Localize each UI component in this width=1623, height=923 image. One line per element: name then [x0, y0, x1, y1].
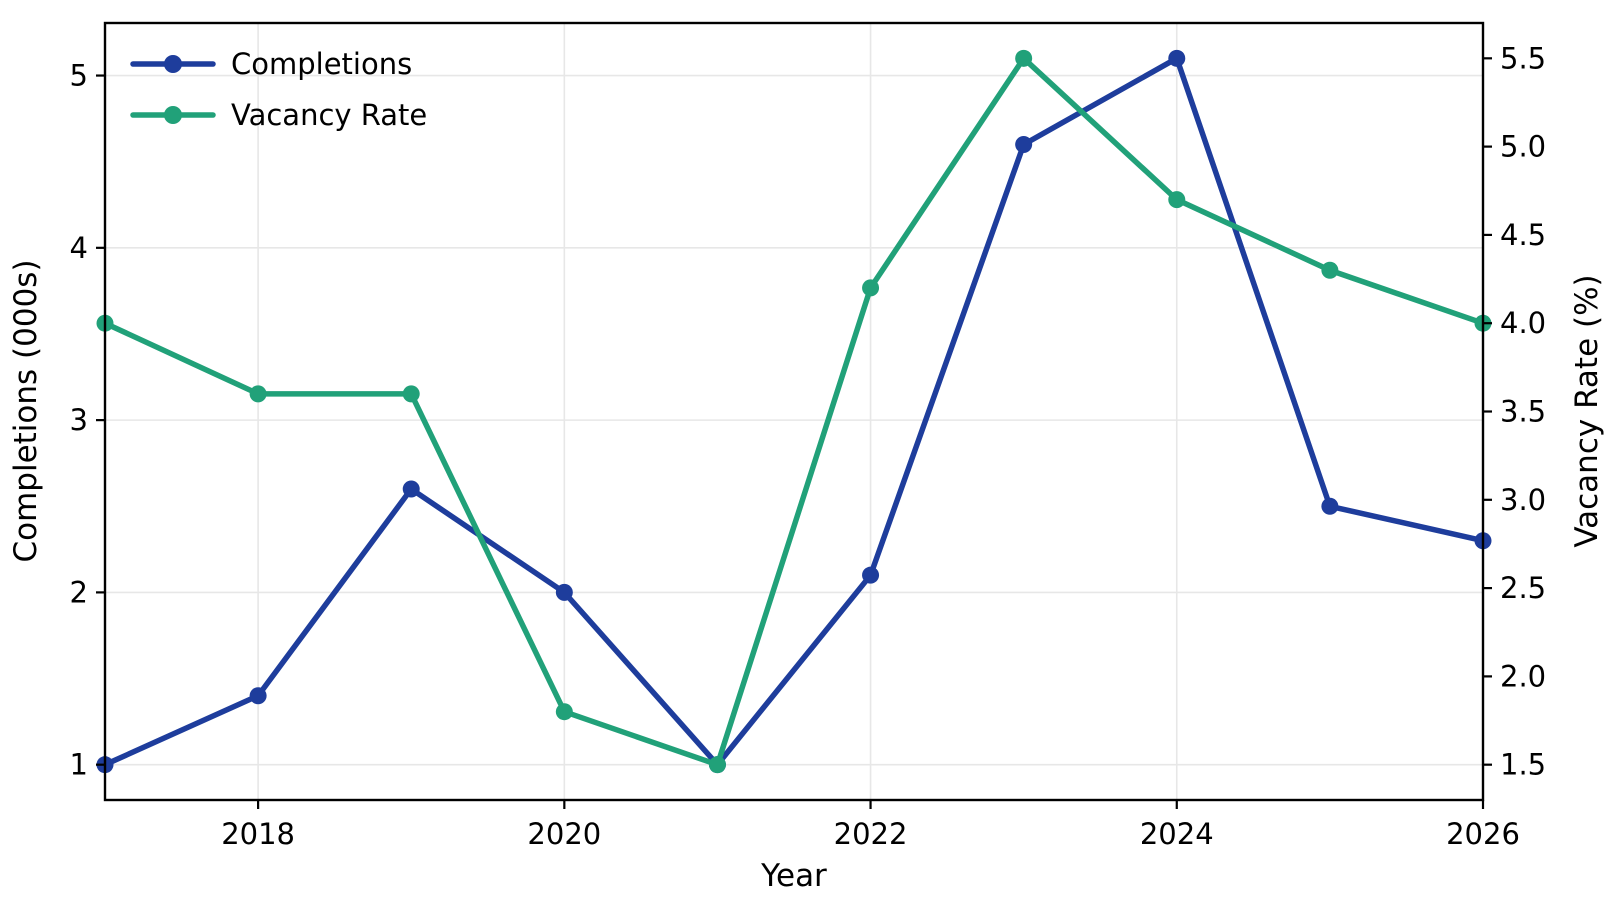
right-tick-label: 5.0 [1500, 130, 1546, 164]
right-tick-label: 2.0 [1500, 659, 1546, 693]
right-tick-label: 4.5 [1500, 218, 1546, 252]
left-tick-label: 1 [70, 748, 88, 782]
vacancy-rate-marker [402, 385, 420, 403]
legend: Completions Vacancy Rate [130, 47, 427, 132]
tick-labels: 2018 2020 2022 2024 2026 1 2 3 4 5 1.5 2.0 2.5 3.0 3.5… [70, 41, 1547, 851]
completions-marker [1168, 49, 1186, 67]
data-series [96, 49, 1492, 774]
right-tick-label: 4.0 [1500, 306, 1546, 340]
vacancy-rate-marker [1168, 191, 1186, 209]
completions-marker [555, 583, 573, 601]
legend-label: Completions [231, 47, 412, 81]
left-tick-label: 5 [70, 59, 88, 93]
vacancy-rate-marker [862, 279, 880, 297]
vacancy-rate-marker [555, 703, 573, 721]
right-tick-label: 5.5 [1500, 41, 1546, 75]
right-tick-label: 3.5 [1500, 395, 1546, 429]
left-tick-label: 3 [70, 403, 88, 437]
x-tick-label: 2022 [834, 817, 908, 851]
gridlines [105, 23, 1484, 800]
x-axis-title: Year [760, 858, 827, 894]
right-tick-label: 2.5 [1500, 571, 1546, 605]
x-tick-label: 2018 [221, 817, 295, 851]
right-tick-label: 3.0 [1500, 483, 1546, 517]
completions-marker [1015, 135, 1033, 153]
left-tick-label: 4 [70, 231, 88, 265]
x-tick-label: 2026 [1446, 817, 1520, 851]
plot-border [103, 21, 1485, 802]
completions-marker [862, 566, 880, 584]
right-axis-title: Vacancy Rate (%) [1569, 274, 1605, 547]
completions-marker [1321, 497, 1339, 515]
completions-marker [402, 480, 420, 498]
x-tick-label: 2020 [527, 817, 601, 851]
x-tick-label: 2024 [1140, 817, 1214, 851]
completions-marker [249, 687, 267, 705]
vacancy-rate-marker [1015, 49, 1033, 67]
vacancy-rate-marker [1321, 261, 1339, 279]
left-axis-title: Completions (000s) [8, 259, 44, 562]
left-tick-label: 2 [70, 575, 88, 609]
vacancy-rate-marker [708, 756, 726, 774]
completions-line [102, 55, 1486, 768]
vacancy-rate-line [102, 55, 1486, 768]
right-tick-label: 1.5 [1500, 748, 1546, 782]
legend-marker-sample [164, 106, 182, 124]
axes-and-ticks [96, 21, 1492, 809]
legend-marker-sample [164, 55, 182, 73]
vacancy-rate-marker [249, 385, 267, 403]
legend-label: Vacancy Rate [231, 98, 427, 132]
